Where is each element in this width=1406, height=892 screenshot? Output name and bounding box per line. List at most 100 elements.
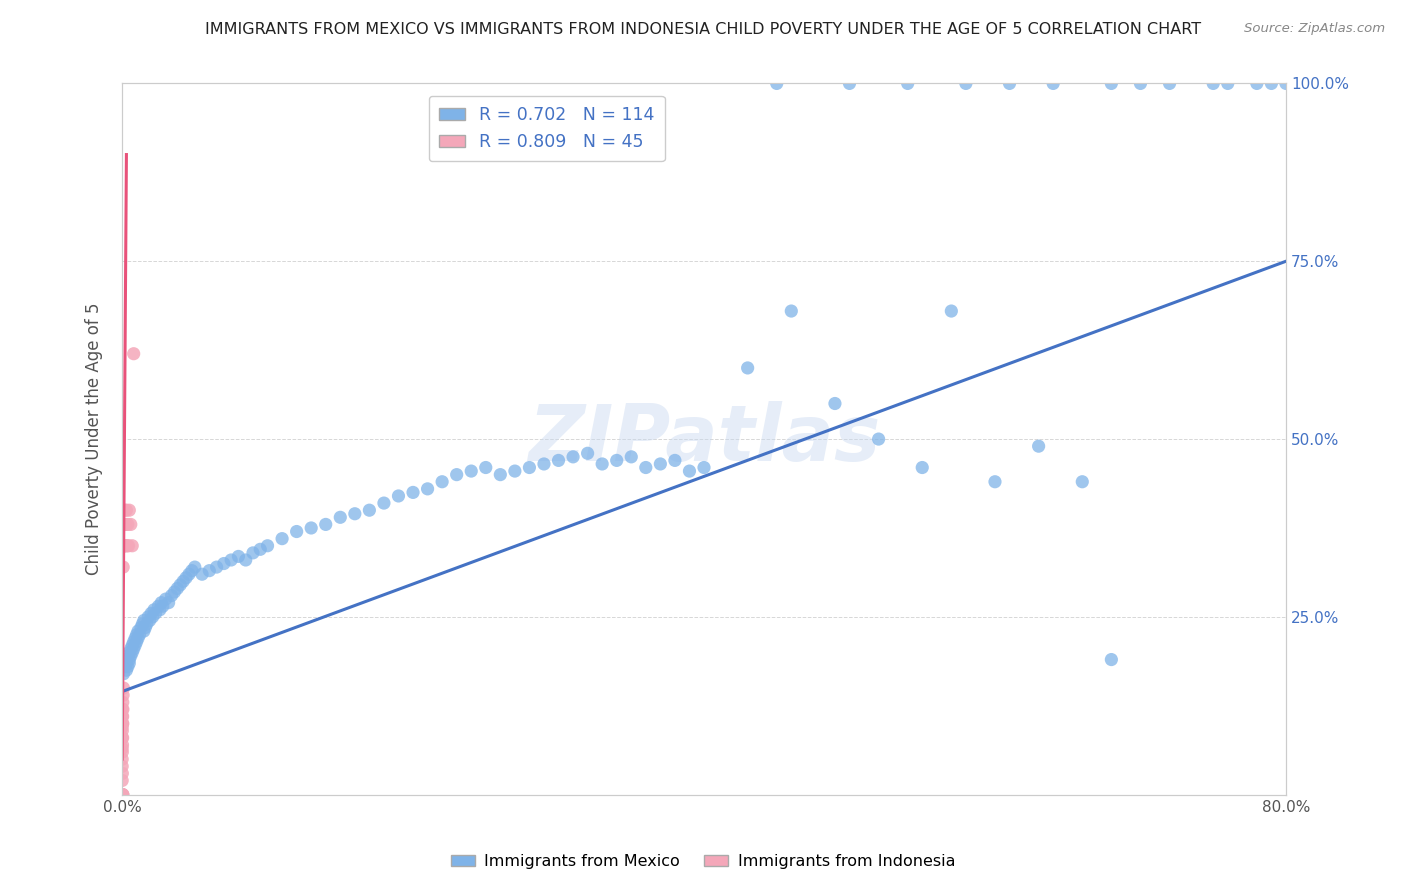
Point — [446, 467, 468, 482]
Point — [127, 624, 149, 639]
Point — [115, 503, 138, 517]
Point — [115, 539, 138, 553]
Point — [112, 517, 135, 532]
Point — [169, 578, 191, 592]
Point — [142, 610, 165, 624]
Point — [191, 567, 214, 582]
Point — [111, 773, 134, 788]
Point — [198, 564, 221, 578]
Point — [152, 599, 174, 614]
Point — [160, 589, 183, 603]
Point — [111, 788, 134, 802]
Point — [620, 450, 643, 464]
Point — [111, 702, 134, 716]
Point — [114, 539, 136, 553]
Point — [112, 681, 135, 695]
Point — [111, 788, 134, 802]
Point — [634, 460, 657, 475]
Point — [737, 360, 759, 375]
Point — [111, 741, 134, 756]
Point — [650, 457, 672, 471]
Point — [114, 652, 136, 666]
Point — [117, 517, 139, 532]
Point — [664, 453, 686, 467]
Point — [911, 460, 934, 475]
Point — [1216, 77, 1239, 91]
Point — [121, 638, 143, 652]
Point — [166, 582, 188, 596]
Point — [111, 788, 134, 802]
Point — [174, 571, 197, 585]
Text: IMMIGRANTS FROM MEXICO VS IMMIGRANTS FROM INDONESIA CHILD POVERTY UNDER THE AGE : IMMIGRANTS FROM MEXICO VS IMMIGRANTS FRO… — [205, 22, 1201, 37]
Point — [112, 539, 135, 553]
Point — [180, 564, 202, 578]
Point — [125, 628, 148, 642]
Point — [120, 641, 142, 656]
Point — [1071, 475, 1094, 489]
Point — [111, 720, 134, 734]
Point — [141, 607, 163, 621]
Point — [489, 467, 512, 482]
Point — [111, 731, 134, 745]
Point — [121, 645, 143, 659]
Point — [1129, 77, 1152, 91]
Point — [145, 607, 167, 621]
Point — [1260, 77, 1282, 91]
Point — [219, 553, 242, 567]
Point — [118, 645, 141, 659]
Point — [118, 656, 141, 670]
Point — [177, 567, 200, 582]
Point — [111, 702, 134, 716]
Point — [955, 77, 977, 91]
Point — [228, 549, 250, 564]
Point — [1042, 77, 1064, 91]
Point — [678, 464, 700, 478]
Point — [430, 475, 453, 489]
Point — [359, 503, 381, 517]
Point — [124, 638, 146, 652]
Point — [127, 631, 149, 645]
Point — [1246, 77, 1268, 91]
Point — [474, 460, 496, 475]
Point — [132, 624, 155, 639]
Point — [112, 560, 135, 574]
Point — [118, 652, 141, 666]
Point — [112, 517, 135, 532]
Point — [315, 517, 337, 532]
Point — [838, 77, 860, 91]
Point — [373, 496, 395, 510]
Point — [765, 77, 787, 91]
Y-axis label: Child Poverty Under the Age of 5: Child Poverty Under the Age of 5 — [86, 302, 103, 575]
Point — [111, 738, 134, 752]
Point — [1099, 77, 1122, 91]
Point — [115, 656, 138, 670]
Point — [150, 596, 173, 610]
Point — [115, 663, 138, 677]
Text: ZIPatlas: ZIPatlas — [527, 401, 880, 477]
Point — [184, 560, 207, 574]
Point — [897, 77, 920, 91]
Legend: R = 0.702   N = 114, R = 0.809   N = 45: R = 0.702 N = 114, R = 0.809 N = 45 — [429, 95, 665, 161]
Point — [235, 553, 257, 567]
Point — [591, 457, 613, 471]
Point — [114, 659, 136, 673]
Point — [163, 585, 186, 599]
Point — [343, 507, 366, 521]
Point — [155, 592, 177, 607]
Point — [114, 503, 136, 517]
Point — [117, 539, 139, 553]
Point — [117, 659, 139, 673]
Point — [249, 542, 271, 557]
Point — [115, 539, 138, 553]
Point — [111, 752, 134, 766]
Point — [1099, 652, 1122, 666]
Point — [111, 709, 134, 723]
Point — [172, 574, 194, 589]
Point — [780, 304, 803, 318]
Point — [1202, 77, 1225, 91]
Point — [132, 614, 155, 628]
Point — [129, 621, 152, 635]
Point — [136, 610, 159, 624]
Point — [416, 482, 439, 496]
Point — [998, 77, 1021, 91]
